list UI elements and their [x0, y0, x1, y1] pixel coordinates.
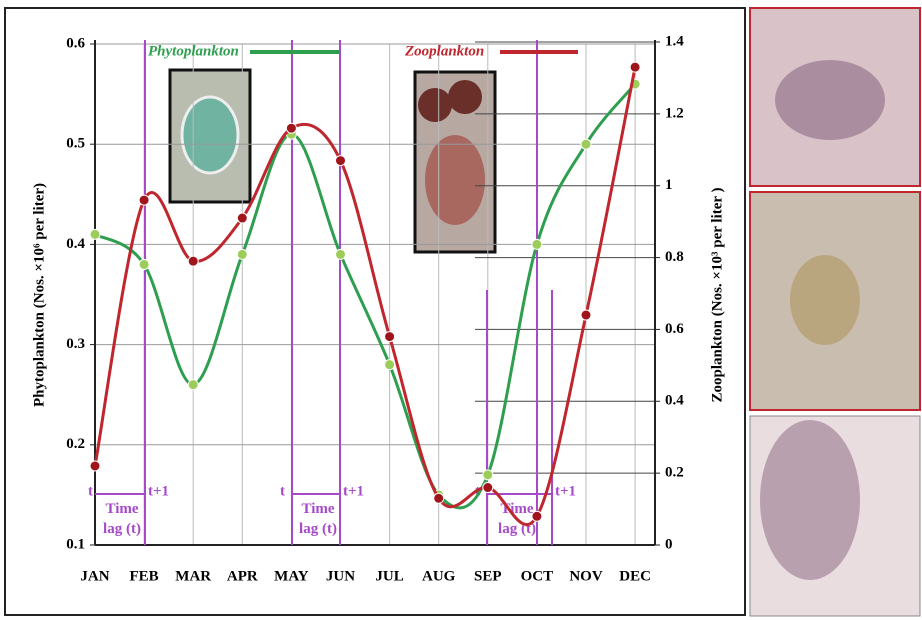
- x-tick-label: JUL: [375, 568, 403, 584]
- legend-label: Zooplankton: [404, 43, 484, 59]
- annotation: t: [88, 483, 93, 499]
- x-tick-label: MAR: [175, 568, 211, 584]
- point: [187, 255, 199, 267]
- annotation: Time lag (t): [299, 501, 337, 537]
- point: [384, 331, 396, 343]
- y-axis-label: Phytoplankton (Nos. ×10⁶ per liter): [31, 183, 47, 407]
- point: [580, 138, 592, 150]
- point: [433, 492, 445, 504]
- y2-tick-label: 0: [665, 536, 673, 552]
- legend-label: Phytoplankton: [148, 43, 239, 59]
- x-tick-label: MAY: [274, 568, 309, 584]
- y-tick-label: 0.1: [66, 536, 85, 552]
- point: [335, 248, 346, 260]
- point: [187, 379, 199, 391]
- x-tick-label: AUG: [422, 568, 456, 584]
- y2-tick-label: 0.4: [665, 393, 684, 409]
- inset-subject: [425, 135, 485, 225]
- annotation: Time lag (t): [103, 501, 141, 537]
- point: [531, 238, 543, 250]
- point: [482, 482, 494, 494]
- point: [236, 248, 248, 260]
- point: [89, 228, 101, 240]
- x-tick-label: FEB: [130, 568, 159, 584]
- point: [482, 469, 494, 481]
- x-tick-label: SEP: [474, 568, 502, 584]
- point: [236, 212, 248, 224]
- x-tick-label: OCT: [521, 568, 554, 584]
- x-tick-label: DEC: [619, 568, 651, 584]
- point: [629, 61, 641, 73]
- chart-frame: [4, 7, 746, 616]
- y2-tick-label: 1: [665, 177, 673, 193]
- x-tick-label: JAN: [80, 568, 109, 584]
- point: [138, 194, 150, 206]
- y-tick-label: 0.5: [66, 136, 85, 152]
- y-tick-label: 0.4: [66, 236, 85, 252]
- point: [384, 359, 396, 371]
- x-tick-label: APR: [227, 568, 258, 584]
- point: [580, 309, 592, 321]
- point: [335, 155, 346, 167]
- y2-tick-label: 0.2: [665, 465, 684, 481]
- inset-subject: [448, 80, 482, 114]
- y2-tick-label: 1.2: [665, 105, 684, 121]
- y-tick-label: 0.6: [66, 35, 85, 51]
- point: [138, 258, 150, 270]
- point: [531, 510, 543, 522]
- inset-subject: [418, 88, 452, 122]
- y2-tick-label: 0.6: [665, 321, 684, 337]
- annotation: t+1: [148, 483, 169, 499]
- series-line: [93, 66, 637, 526]
- x-tick-label: JUN: [326, 568, 355, 584]
- y-tick-label: 0.2: [66, 436, 85, 452]
- annotation: t+1: [555, 483, 576, 499]
- photo-subject: [775, 60, 885, 140]
- point: [285, 122, 297, 134]
- y2-axis-label: Zooplankton (Nos. ×10³ per liter ): [709, 187, 725, 402]
- y-tick-label: 0.3: [66, 336, 85, 352]
- photo-subject: [760, 420, 860, 580]
- y2-tick-label: 0.8: [665, 249, 684, 265]
- inset-subject: [180, 95, 240, 175]
- point: [89, 460, 101, 472]
- photo-subject: [790, 255, 860, 345]
- annotation: t+1: [343, 483, 364, 499]
- x-tick-label: NOV: [569, 568, 603, 584]
- y2-tick-label: 1.4: [665, 33, 684, 49]
- annotation: t: [280, 483, 285, 499]
